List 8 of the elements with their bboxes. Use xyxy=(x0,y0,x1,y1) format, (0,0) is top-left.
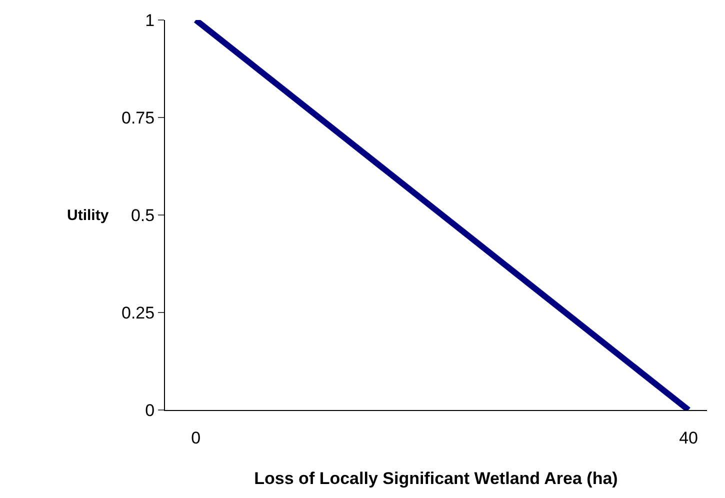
y-tick-label: 0.5 xyxy=(130,206,155,225)
x-axis-title: Loss of Locally Significant Wetland Area (ha) xyxy=(254,468,618,488)
y-tick-label: 0.25 xyxy=(122,303,155,322)
y-tick-label: 0 xyxy=(145,400,155,420)
y-tick-label: 0.75 xyxy=(122,108,155,128)
y-axis-title: Utility xyxy=(67,207,110,224)
y-tick-label: 1 xyxy=(145,10,155,30)
x-tick-label: 40 xyxy=(679,428,698,448)
